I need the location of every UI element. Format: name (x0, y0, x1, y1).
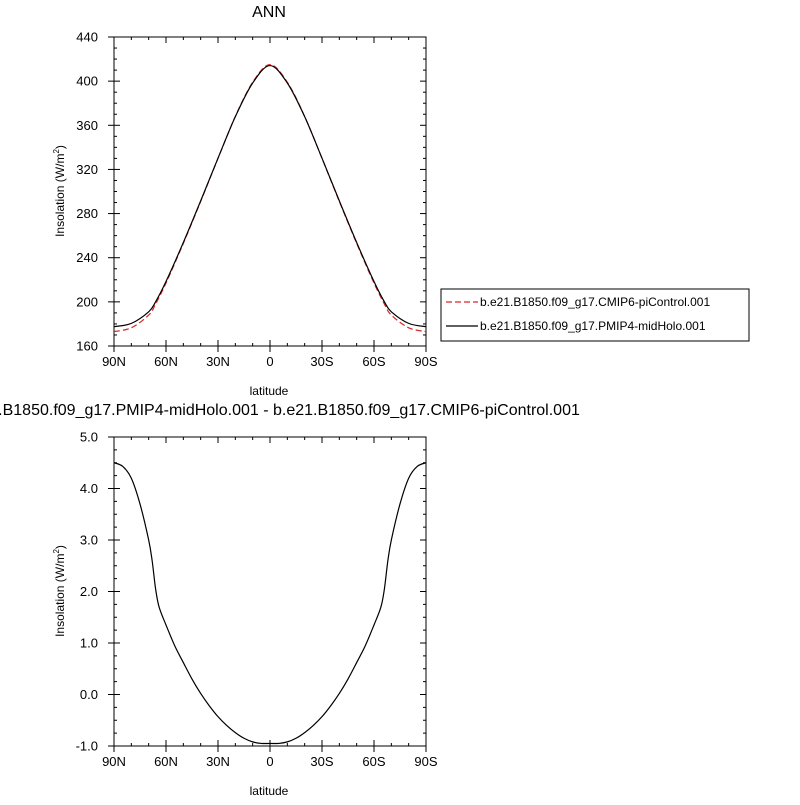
top-x-tick-label: 30N (206, 354, 230, 369)
top-series-line-picontrol (113, 63, 427, 333)
top-x-tick-label: 60N (154, 354, 178, 369)
bottom-x-tick-label: 90N (102, 754, 126, 769)
top-x-axis-label: latitude (250, 384, 289, 398)
top-x-tick-label: 30S (310, 354, 333, 369)
bottom-series-line-difference (113, 462, 427, 745)
bottom-chart-marks: 90N 60N 30N 0 30S 60S 90S -1.0 0.0 1.0 2.0 3.0 4.0 5.… (76, 430, 438, 770)
bottom-y-tick-label: 3.0 (80, 533, 98, 548)
top-panel: ANN 90N 60N 30N 0 30S 60S 90S 160 200 240 280 320 36… (52, 4, 750, 398)
legend-box (440, 288, 750, 342)
bottom-y-tick-label: 4.0 (80, 481, 98, 496)
top-y-axis-label-close: ) (53, 145, 67, 149)
top-chart-marks: 90N 60N 30N 0 30S 60S 90S 160 200 240 280 320 360 400… (76, 30, 438, 370)
top-y-tick-label: 280 (76, 206, 98, 221)
top-y-axis-label-group: Insolation (W/m2) (52, 145, 67, 237)
bottom-y-tick-label: 5.0 (80, 430, 98, 445)
top-y-tick-label: 240 (76, 250, 98, 265)
top-y-tick-label: 320 (76, 162, 98, 177)
bottom-x-tick-label: 30N (206, 754, 230, 769)
bottom-y-axis-label: Insolation (W/m2) (52, 545, 67, 637)
bottom-y-tick-label: 2.0 (80, 584, 98, 599)
bottom-x-axis-label: latitude (250, 784, 289, 798)
bottom-y-axis-label-sup: 2 (52, 549, 61, 554)
bottom-y-tick-label: 1.0 (80, 636, 98, 651)
bottom-y-axis-label-group: Insolation (W/m2) (52, 545, 67, 637)
top-plot-frame (113, 36, 427, 347)
legend-label-picontrol: b.e21.B1850.f09_g17.CMIP6-piControl.001 (480, 295, 710, 309)
bottom-chart-title: b.e21.B1850.f09_g17.PMIP4-midHolo.001 - … (0, 402, 580, 419)
bottom-y-tick-label: -1.0 (76, 739, 98, 754)
bottom-x-tick-label: 0 (266, 754, 273, 769)
bottom-y-axis-label-close: ) (53, 545, 67, 549)
top-x-tick-label: 0 (266, 354, 273, 369)
top-y-tick-label: 400 (76, 74, 98, 89)
bottom-x-tick-label: 90S (414, 754, 437, 769)
top-y-tick-label: 160 (76, 339, 98, 354)
bottom-y-axis-label-main: Insolation (W/m (53, 554, 67, 637)
top-x-tick-label: 90S (414, 354, 437, 369)
bottom-x-tick-label: 30S (310, 754, 333, 769)
legend: b.e21.B1850.f09_g17.CMIP6-piControl.001 … (440, 288, 750, 342)
top-series-line-midholo (113, 64, 427, 328)
top-x-tick-label: 60S (362, 354, 385, 369)
top-x-tick-label: 90N (102, 354, 126, 369)
top-y-axis-label: Insolation (W/m2) (52, 145, 67, 237)
bottom-x-tick-label: 60S (362, 754, 385, 769)
legend-label-midholo: b.e21.B1850.f09_g17.PMIP4-midHolo.001 (480, 319, 706, 333)
top-chart-title: ANN (252, 4, 286, 21)
bottom-x-tick-label: 60N (154, 754, 178, 769)
bottom-panel: b.e21.B1850.f09_g17.PMIP4-midHolo.001 - … (0, 402, 580, 798)
top-y-tick-label: 360 (76, 118, 98, 133)
top-y-axis-label-sup: 2 (52, 149, 61, 154)
top-y-tick-label: 200 (76, 294, 98, 309)
bottom-plot-frame (113, 436, 427, 747)
bottom-y-tick-label: 0.0 (80, 687, 98, 702)
top-y-axis-label-main: Insolation (W/m (53, 154, 67, 237)
top-y-tick-label: 440 (76, 30, 98, 45)
